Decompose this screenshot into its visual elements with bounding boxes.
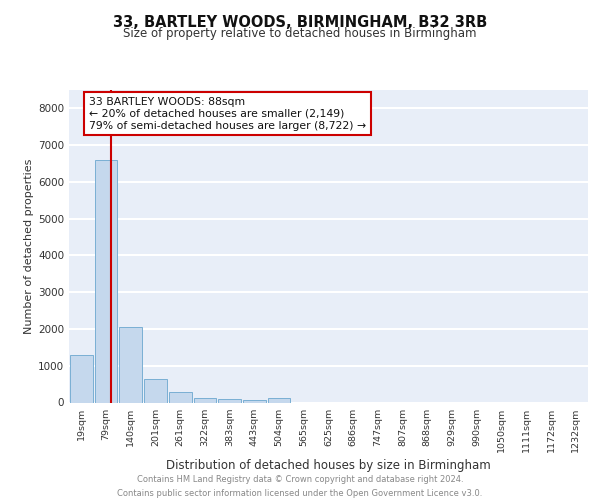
Bar <box>95 160 118 402</box>
Y-axis label: Number of detached properties: Number of detached properties <box>24 158 34 334</box>
Bar <box>144 378 167 402</box>
Text: 33, BARTLEY WOODS, BIRMINGHAM, B32 3RB: 33, BARTLEY WOODS, BIRMINGHAM, B32 3RB <box>113 15 487 30</box>
X-axis label: Distribution of detached houses by size in Birmingham: Distribution of detached houses by size … <box>166 458 491 471</box>
Bar <box>119 327 142 402</box>
Text: Size of property relative to detached houses in Birmingham: Size of property relative to detached ho… <box>123 28 477 40</box>
Bar <box>218 399 241 402</box>
Bar <box>243 400 266 402</box>
Bar <box>70 354 93 403</box>
Bar <box>194 398 216 402</box>
Text: Contains HM Land Registry data © Crown copyright and database right 2024.
Contai: Contains HM Land Registry data © Crown c… <box>118 476 482 498</box>
Text: 33 BARTLEY WOODS: 88sqm
← 20% of detached houses are smaller (2,149)
79% of semi: 33 BARTLEY WOODS: 88sqm ← 20% of detache… <box>89 98 367 130</box>
Bar <box>268 398 290 402</box>
Bar <box>169 392 191 402</box>
